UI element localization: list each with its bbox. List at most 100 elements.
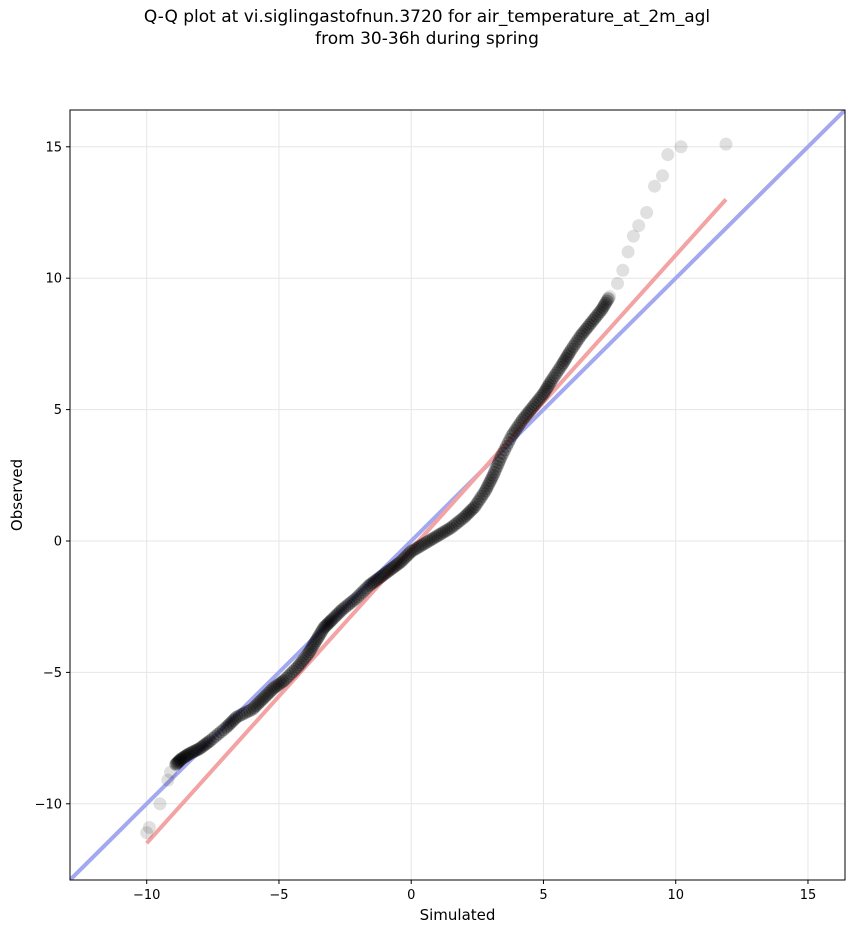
data-point	[219, 721, 233, 735]
data-point	[327, 611, 341, 625]
data-point	[275, 675, 289, 689]
data-point	[388, 559, 402, 573]
data-point	[480, 481, 494, 495]
data-point	[464, 503, 478, 517]
data-point	[317, 621, 331, 635]
data-point	[364, 577, 378, 591]
data-point	[392, 556, 406, 570]
data-point	[488, 465, 502, 479]
data-point	[448, 517, 462, 531]
data-point	[397, 552, 411, 566]
data-point	[191, 742, 205, 756]
data-point	[582, 318, 596, 332]
data-point	[355, 585, 369, 599]
data-point	[189, 743, 203, 757]
data-point	[246, 702, 260, 716]
data-point	[299, 649, 313, 663]
data-point	[553, 361, 567, 375]
data-point	[328, 609, 342, 623]
data-point	[196, 739, 210, 753]
data-point	[394, 555, 408, 569]
data-point	[186, 745, 200, 759]
data-point	[524, 402, 538, 416]
plot-frame	[69, 109, 846, 881]
data-point	[292, 658, 306, 672]
data-point	[661, 148, 675, 162]
data-point	[309, 634, 323, 648]
data-point	[357, 583, 371, 597]
data-point	[308, 636, 322, 650]
data-point	[371, 572, 385, 586]
data-point	[515, 413, 529, 427]
data-point	[360, 581, 374, 595]
data-point	[468, 500, 482, 514]
data-point	[496, 446, 510, 460]
data-point	[424, 533, 438, 547]
data-point	[632, 219, 646, 233]
data-point	[399, 550, 413, 564]
data-point	[169, 757, 183, 771]
data-point	[349, 592, 363, 606]
data-point	[417, 537, 431, 551]
data-point	[600, 294, 614, 308]
x-tick-label: 0	[407, 888, 415, 903]
data-point	[249, 699, 263, 713]
data-point	[478, 484, 492, 498]
data-point	[591, 307, 605, 321]
data-point	[409, 542, 423, 556]
data-point	[473, 492, 487, 506]
y-tick-label: 15	[45, 140, 62, 155]
data-point	[240, 705, 254, 719]
data-point	[490, 459, 504, 473]
y-tick-label: −10	[35, 797, 62, 812]
data-point	[344, 595, 358, 609]
data-point	[265, 683, 279, 697]
data-point	[272, 677, 286, 691]
data-point	[404, 545, 418, 559]
data-point	[279, 671, 293, 685]
data-point	[290, 660, 304, 674]
data-point	[531, 393, 545, 407]
data-point	[172, 754, 186, 768]
data-point	[318, 619, 332, 633]
data-point	[539, 382, 553, 396]
data-point	[238, 706, 252, 720]
data-point	[435, 526, 449, 540]
data-point	[719, 137, 733, 151]
data-point	[194, 740, 208, 754]
data-point	[346, 594, 360, 608]
data-point	[201, 735, 215, 749]
data-point	[469, 497, 483, 511]
data-point	[140, 826, 154, 840]
fit-line	[145, 198, 728, 845]
data-point	[173, 753, 187, 767]
data-point	[493, 453, 507, 467]
data-point	[406, 543, 420, 557]
data-point	[568, 337, 582, 351]
data-point	[274, 676, 288, 690]
data-point	[640, 205, 654, 219]
data-point	[433, 527, 447, 541]
data-point	[193, 742, 207, 756]
data-point	[390, 558, 404, 572]
data-point	[466, 502, 480, 516]
data-point	[226, 714, 240, 728]
data-point	[313, 627, 327, 641]
x-axis-label: Simulated	[420, 906, 496, 924]
data-point	[282, 669, 296, 683]
data-point	[428, 530, 442, 544]
data-point	[481, 479, 495, 493]
data-point	[457, 510, 471, 524]
data-point	[142, 820, 156, 834]
data-point	[562, 347, 576, 361]
data-point	[593, 305, 607, 319]
data-point	[548, 368, 562, 382]
y-axis-label: Observed	[8, 459, 26, 531]
data-point	[302, 645, 316, 659]
data-point	[581, 320, 595, 334]
data-point	[203, 734, 217, 748]
data-point	[453, 514, 467, 528]
data-point	[153, 797, 167, 811]
data-point	[451, 516, 464, 530]
data-point	[459, 509, 473, 523]
